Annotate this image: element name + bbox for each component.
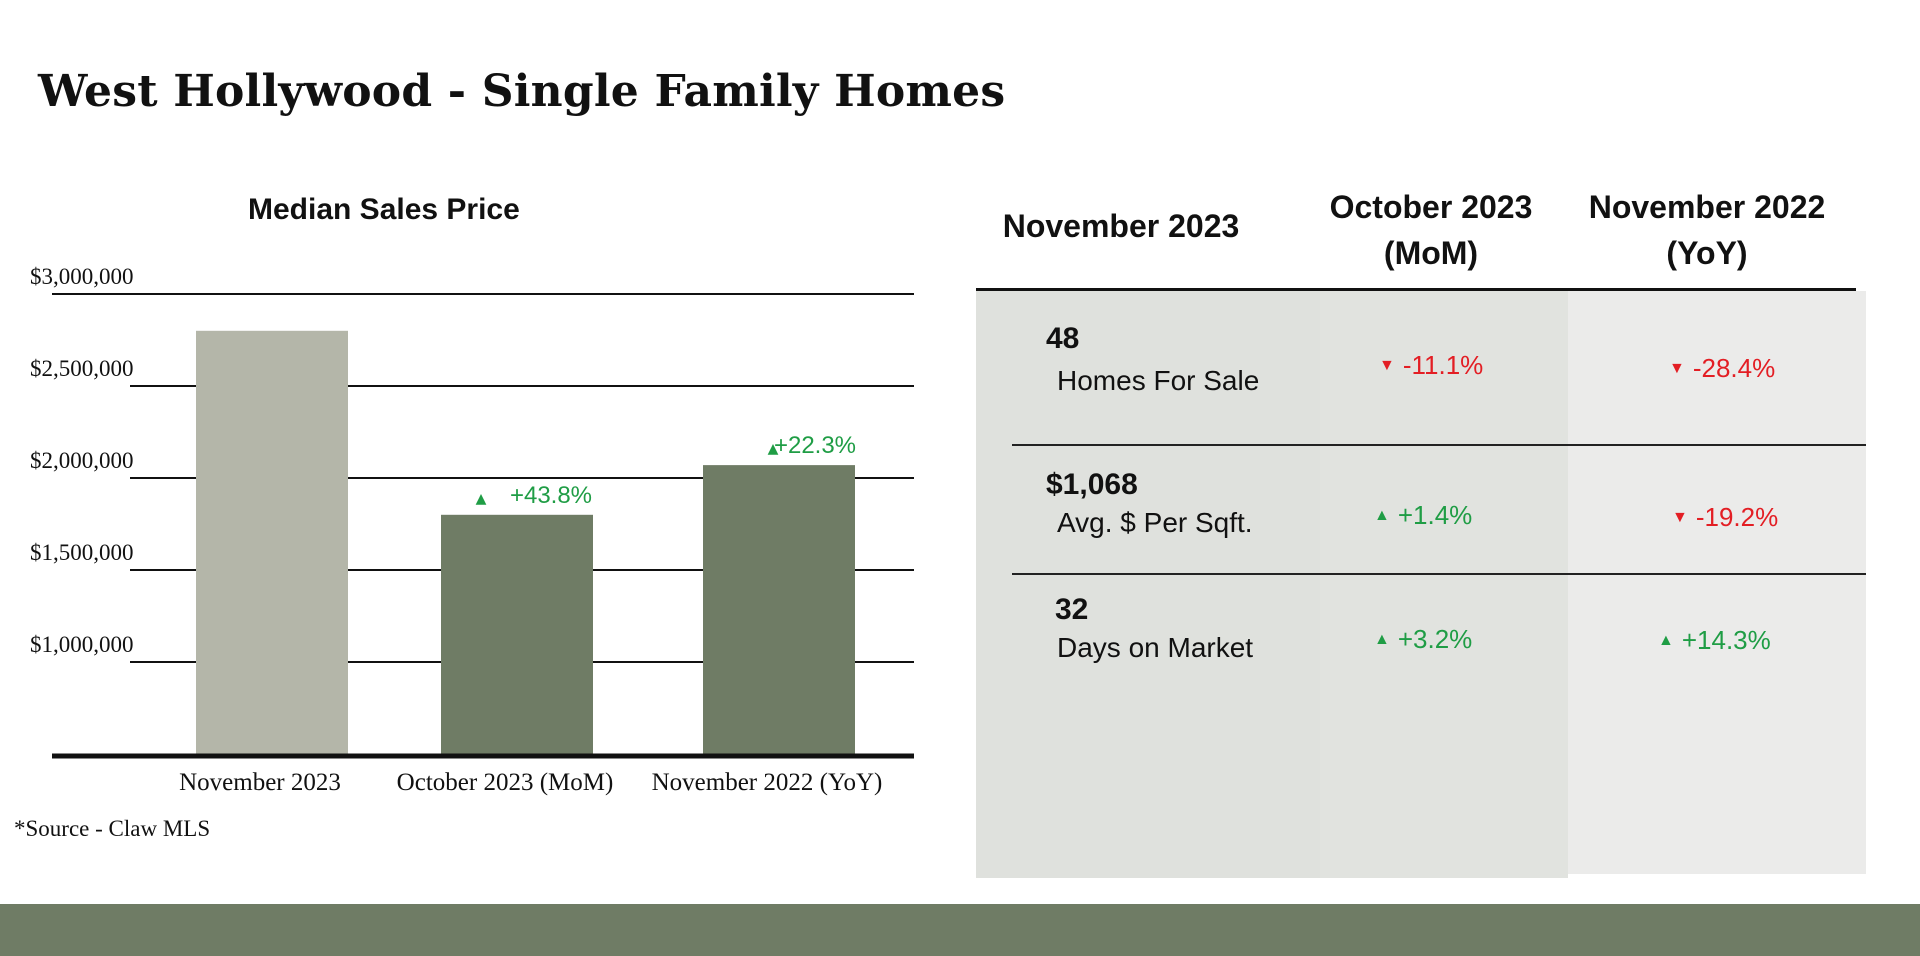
- y-tick-label: $1,000,000: [30, 632, 134, 657]
- row-avg-price-per-sqft-yoy-text: -19.2%: [1695, 502, 1779, 532]
- row-avg-price-per-sqft-label: Avg. $ Per Sqft.: [1057, 507, 1253, 538]
- up-arrow-icon: ▲: [1658, 631, 1674, 649]
- up-arrow-icon: ▲: [1374, 630, 1390, 648]
- header-current-label: November 2023: [1002, 208, 1240, 244]
- header-mom-line1: October 2023: [1329, 189, 1533, 225]
- row-days-on-market-label: Days on Market: [1057, 632, 1254, 663]
- row-days-on-market-mom-text: +3.2%: [1397, 624, 1473, 654]
- x-tick-label: October 2023 (MoM): [397, 769, 614, 796]
- row-avg-price-per-sqft-yoy: ▼ -19.2%: [1672, 502, 1778, 533]
- bar: [441, 514, 593, 754]
- row-homes-for-sale-label: Homes For Sale: [1057, 365, 1260, 396]
- row-divider: [1012, 444, 1866, 446]
- header-yoy-line2: (YoY): [1666, 235, 1748, 271]
- row-homes-for-sale-yoy: ▼ -28.4%: [1669, 353, 1775, 384]
- row-homes-for-sale-mom: ▼ -11.1%: [1379, 350, 1483, 381]
- column-background-yoy: [1568, 291, 1866, 874]
- data-label: +22.3%: [774, 432, 856, 459]
- header-rule: [976, 288, 1856, 291]
- footer-band: [0, 904, 1920, 956]
- row-days-on-market-mom: ▲ +3.2%: [1374, 624, 1472, 655]
- y-tick-label: $3,000,000: [30, 264, 134, 289]
- y-tick-label: $2,500,000: [30, 356, 134, 381]
- row-days-on-market-value: 32: [1055, 593, 1089, 626]
- row-avg-price-per-sqft-value: $1,068: [1046, 468, 1138, 501]
- row-divider: [1012, 573, 1866, 575]
- header-yoy-line1: November 2022: [1588, 189, 1826, 225]
- row-avg-price-per-sqft-mom: ▲ +1.4%: [1374, 500, 1472, 531]
- row-days-on-market-yoy: ▲ +14.3%: [1658, 625, 1771, 656]
- down-arrow-icon: ▼: [1379, 356, 1395, 374]
- y-tick-label: $1,500,000: [30, 540, 134, 565]
- chart-title: Median Sales Price: [248, 193, 520, 226]
- x-tick-label: November 2023: [179, 769, 341, 796]
- header-mom: October 2023 (MoM): [1286, 184, 1576, 276]
- down-arrow-icon: ▼: [1669, 359, 1685, 377]
- row-homes-for-sale-yoy-text: -28.4%: [1692, 353, 1776, 383]
- header-mom-line2: (MoM): [1383, 235, 1479, 271]
- down-arrow-icon: ▼: [1672, 508, 1688, 526]
- bar: [703, 465, 855, 754]
- y-tick-label: $2,000,000: [30, 448, 134, 473]
- x-tick-label: November 2022 (YoY): [652, 769, 883, 796]
- up-arrow-icon: ▲: [768, 441, 779, 457]
- data-label: +43.8%: [510, 482, 592, 509]
- row-homes-for-sale-mom-text: -11.1%: [1402, 350, 1484, 380]
- up-arrow-icon: ▲: [476, 491, 487, 507]
- row-homes-for-sale-value: 48: [1046, 322, 1080, 355]
- header-yoy: November 2022 (YoY): [1562, 184, 1852, 276]
- column-background-current: [976, 291, 1320, 878]
- source-note: *Source - Claw MLS: [14, 816, 211, 841]
- row-avg-price-per-sqft-mom-text: +1.4%: [1397, 500, 1473, 530]
- median-sales-price-chart: $1,000,000 $1,500,000 $2,000,000 $2,500,000…: [30, 264, 914, 796]
- up-arrow-icon: ▲: [1374, 506, 1390, 524]
- header-current: November 2023: [976, 203, 1266, 249]
- page-title: West Hollywood - Single Family Homes: [38, 66, 1006, 117]
- row-days-on-market-yoy-text: +14.3%: [1681, 625, 1771, 655]
- column-background-mom: [1320, 291, 1568, 878]
- bar: [196, 330, 348, 754]
